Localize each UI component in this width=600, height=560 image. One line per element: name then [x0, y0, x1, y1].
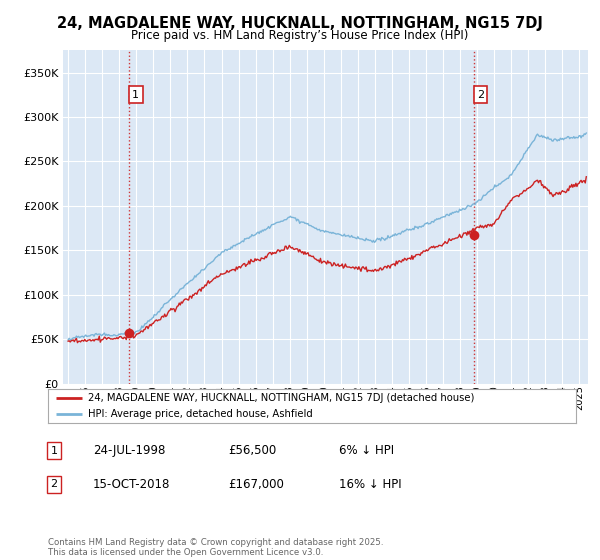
- Text: 2: 2: [477, 90, 484, 100]
- Text: 24-JUL-1998: 24-JUL-1998: [93, 444, 166, 458]
- Text: 16% ↓ HPI: 16% ↓ HPI: [339, 478, 401, 491]
- Text: 1: 1: [50, 446, 58, 456]
- Text: 24, MAGDALENE WAY, HUCKNALL, NOTTINGHAM, NG15 7DJ: 24, MAGDALENE WAY, HUCKNALL, NOTTINGHAM,…: [57, 16, 543, 31]
- Text: HPI: Average price, detached house, Ashfield: HPI: Average price, detached house, Ashf…: [88, 409, 313, 419]
- Text: £167,000: £167,000: [228, 478, 284, 491]
- Text: Contains HM Land Registry data © Crown copyright and database right 2025.
This d: Contains HM Land Registry data © Crown c…: [48, 538, 383, 557]
- Text: 1: 1: [132, 90, 139, 100]
- Text: £56,500: £56,500: [228, 444, 276, 458]
- Text: 6% ↓ HPI: 6% ↓ HPI: [339, 444, 394, 458]
- Text: 24, MAGDALENE WAY, HUCKNALL, NOTTINGHAM, NG15 7DJ (detached house): 24, MAGDALENE WAY, HUCKNALL, NOTTINGHAM,…: [88, 393, 474, 403]
- Text: 15-OCT-2018: 15-OCT-2018: [93, 478, 170, 491]
- Text: 2: 2: [50, 479, 58, 489]
- Text: Price paid vs. HM Land Registry’s House Price Index (HPI): Price paid vs. HM Land Registry’s House …: [131, 29, 469, 42]
